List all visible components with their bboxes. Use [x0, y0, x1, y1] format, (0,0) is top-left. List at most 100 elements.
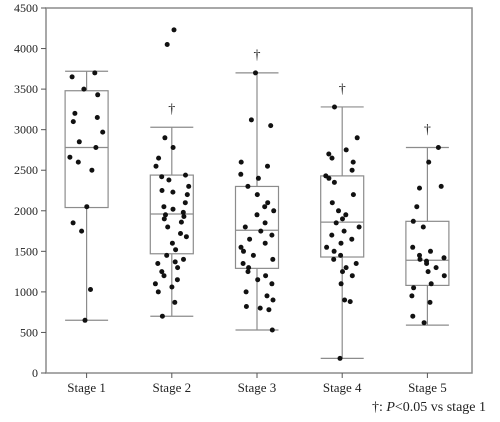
footnote: †: P<0.05 vs stage 1: [372, 400, 486, 416]
data-point: [338, 281, 344, 287]
data-point: [247, 236, 253, 242]
data-point: [89, 167, 95, 173]
data-point: [420, 224, 426, 230]
data-point: [342, 297, 348, 303]
data-point: [181, 256, 186, 262]
data-point: [82, 317, 88, 323]
significance-marker: †: [168, 102, 175, 117]
data-point: [343, 265, 349, 271]
data-point: [340, 216, 345, 222]
y-tick-label: 0: [32, 366, 38, 380]
data-point: [349, 167, 355, 173]
x-tick-label: Stage 3: [238, 380, 277, 395]
data-point: [253, 70, 258, 76]
data-point: [433, 265, 439, 271]
data-point: [255, 277, 261, 283]
data-point: [350, 159, 356, 165]
iqr-box: [405, 220, 450, 286]
footnote-text: <0.05 vs stage 1: [394, 400, 486, 415]
data-point: [242, 224, 248, 230]
significance-marker: †: [254, 48, 261, 63]
data-point: [265, 163, 270, 169]
y-tick-label: 2500: [14, 163, 38, 177]
data-point: [75, 159, 81, 165]
data-point: [438, 183, 444, 189]
data-point: [159, 313, 165, 319]
data-point: [435, 145, 441, 150]
data-point: [324, 244, 330, 250]
data-point: [180, 209, 186, 215]
data-point: [100, 129, 106, 135]
data-point: [349, 273, 355, 279]
data-point: [163, 212, 168, 218]
y-tick-label: 3000: [14, 123, 38, 137]
data-point: [246, 265, 252, 271]
data-point: [238, 159, 244, 165]
data-point: [411, 285, 417, 291]
data-point: [441, 273, 447, 279]
data-point: [155, 261, 161, 266]
data-point: [441, 255, 447, 261]
data-point: [162, 135, 168, 141]
data-point: [410, 313, 416, 319]
data-point: [333, 220, 339, 226]
data-point: [174, 277, 180, 283]
data-point: [245, 183, 251, 189]
data-point: [183, 172, 188, 178]
data-point: [347, 299, 353, 305]
footnote-marker: †: [371, 400, 379, 415]
data-point: [343, 212, 349, 218]
data-point: [340, 269, 345, 275]
data-point: [184, 192, 190, 198]
data-point: [169, 240, 175, 246]
data-point: [173, 247, 179, 253]
data-point: [332, 104, 337, 110]
data-point: [182, 200, 188, 206]
data-point: [159, 174, 165, 180]
data-point: [262, 204, 268, 210]
data-point: [159, 188, 165, 193]
data-point: [164, 42, 170, 47]
data-point: [172, 259, 178, 265]
data-point: [354, 135, 360, 141]
data-point: [186, 183, 192, 189]
data-point: [79, 228, 85, 234]
data-point: [268, 123, 274, 129]
data-point: [262, 240, 268, 246]
data-point: [165, 224, 171, 230]
data-point: [409, 293, 415, 299]
significance-marker: †: [424, 123, 431, 138]
data-point: [343, 147, 349, 153]
data-point: [331, 248, 337, 254]
data-point: [417, 252, 422, 258]
data-point: [94, 115, 100, 120]
y-tick-label: 3500: [14, 82, 38, 96]
data-point: [269, 232, 275, 238]
data-point: [329, 155, 335, 161]
data-point: [329, 200, 335, 206]
data-point: [254, 212, 260, 218]
data-point: [172, 299, 178, 305]
data-point: [338, 240, 344, 246]
data-point: [72, 110, 78, 116]
data-point: [93, 145, 99, 150]
data-point: [410, 244, 416, 250]
data-point: [417, 256, 423, 262]
data-point: [427, 299, 433, 305]
y-tick-label: 500: [20, 325, 38, 339]
data-point: [69, 74, 75, 80]
data-point: [70, 220, 76, 226]
data-point: [421, 320, 427, 326]
data-point: [336, 208, 341, 214]
data-point: [81, 86, 87, 92]
data-point: [241, 248, 246, 254]
data-point: [338, 252, 344, 258]
data-point: [238, 244, 244, 250]
data-point: [341, 228, 347, 234]
data-point: [266, 307, 272, 313]
data-point: [426, 159, 432, 165]
data-point: [250, 252, 256, 258]
data-point: [155, 289, 161, 295]
